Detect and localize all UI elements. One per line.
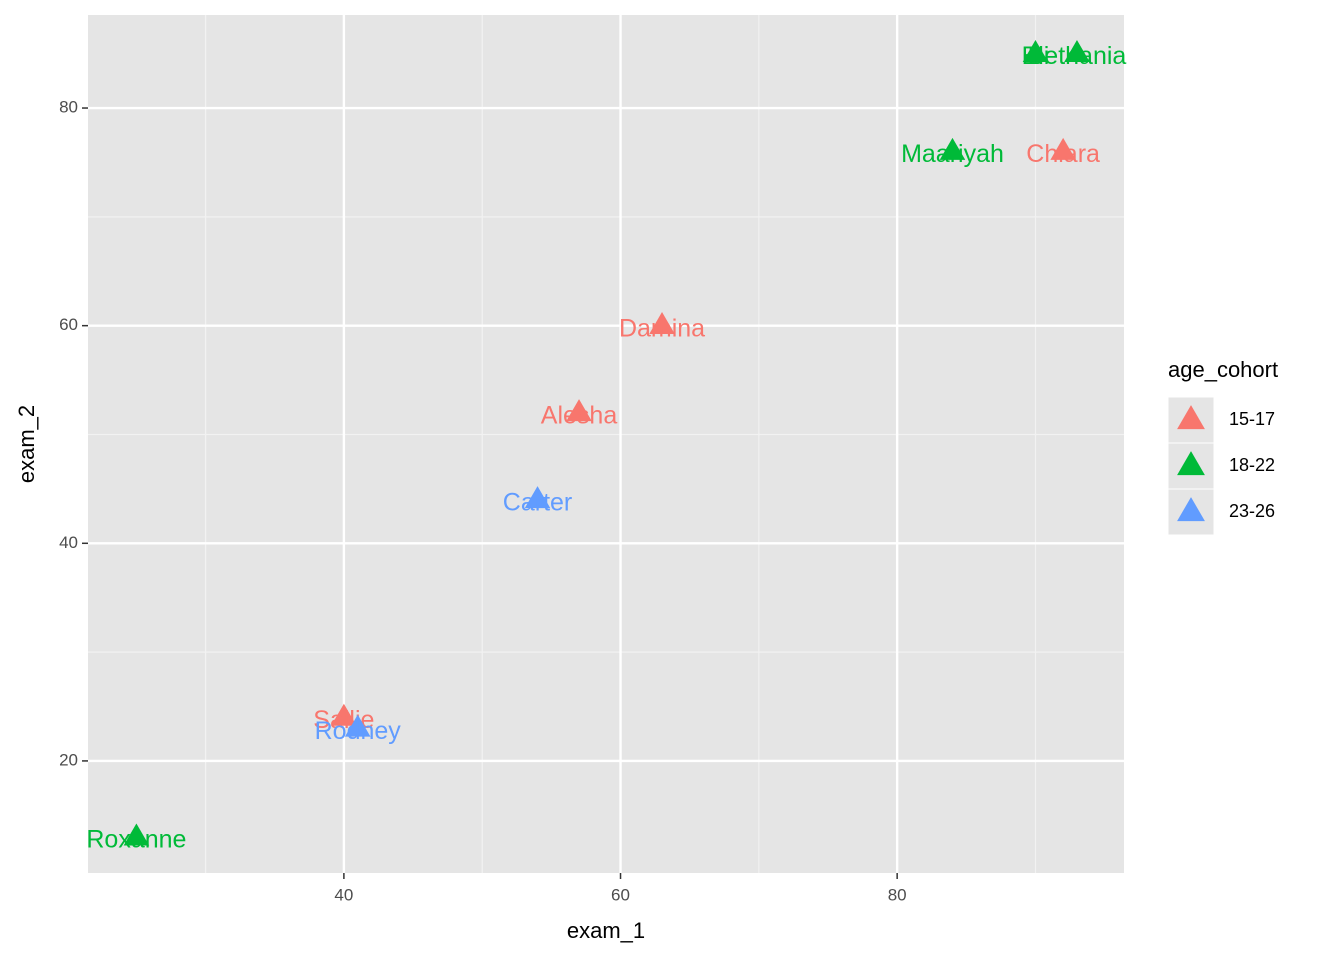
point xyxy=(566,399,592,422)
point xyxy=(939,137,966,160)
y-tick-label: 60 xyxy=(59,315,78,334)
point-label: Eli xyxy=(1022,42,1050,70)
y-tick-label: 20 xyxy=(59,750,78,769)
legend-title: age_cohort xyxy=(1168,357,1278,382)
x-tick-label: 60 xyxy=(611,885,630,904)
point xyxy=(1022,39,1049,62)
point-label: Carter xyxy=(503,488,572,516)
legend-key-bg xyxy=(1167,488,1215,536)
legend-label: 18-22 xyxy=(1229,455,1275,475)
legend-key xyxy=(1177,405,1205,430)
legend-key xyxy=(1177,451,1205,476)
point xyxy=(1050,137,1076,160)
point xyxy=(649,312,675,335)
x-tick-label: 40 xyxy=(334,885,353,904)
point-label: Roxanne xyxy=(86,826,186,854)
point-label: Rodney xyxy=(315,717,402,745)
point xyxy=(331,703,357,726)
point xyxy=(344,714,371,737)
point-label: Chiara xyxy=(1026,140,1100,168)
legend-label: 23-26 xyxy=(1229,501,1275,521)
y-tick-label: 40 xyxy=(59,533,78,552)
point xyxy=(1064,39,1090,62)
legend-key xyxy=(1177,497,1205,522)
x-axis-title: exam_1 xyxy=(567,918,645,943)
point-label: Damina xyxy=(619,314,705,342)
point-label: Bethania xyxy=(1028,42,1127,70)
point-label: Maariyah xyxy=(901,140,1004,168)
x-tick-label: 80 xyxy=(888,885,907,904)
point xyxy=(123,823,150,846)
point xyxy=(524,486,551,509)
point-label: Alesha xyxy=(541,401,618,429)
y-tick-label: 80 xyxy=(59,98,78,117)
y-axis-title: exam_2 xyxy=(14,405,39,483)
legend-label: 15-17 xyxy=(1229,409,1275,429)
